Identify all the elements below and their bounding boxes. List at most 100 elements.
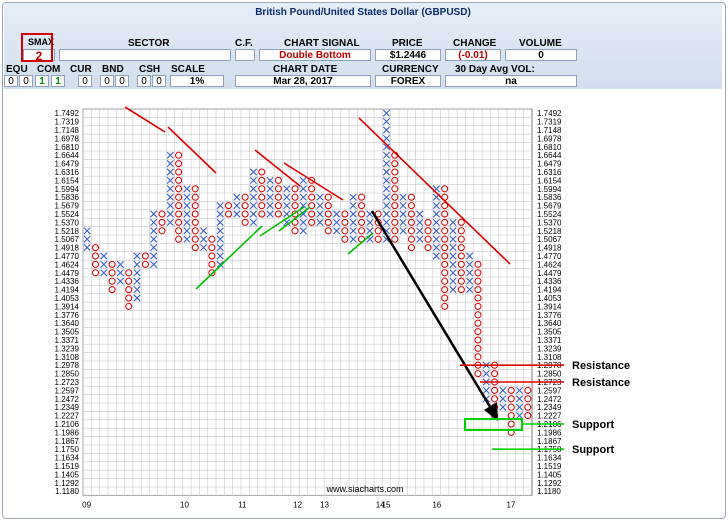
x-mark [349, 193, 357, 201]
change-value: (-0.01) [445, 49, 501, 61]
x-mark [399, 227, 407, 235]
o-mark [191, 244, 199, 252]
x-mark [266, 210, 274, 218]
x-mark [299, 227, 307, 235]
downtrend-arrow-head [484, 402, 498, 421]
y-tick-label-left: 1.1634 [55, 454, 80, 463]
o-mark [175, 176, 183, 184]
x-mark [249, 210, 258, 218]
x-mark [299, 185, 307, 193]
com-label: COM [37, 64, 61, 75]
x-mark [216, 227, 224, 235]
x-mark [382, 160, 391, 168]
o-mark [391, 168, 399, 176]
x-mark [515, 412, 524, 420]
y-tick-label-right: 1.4194 [537, 286, 562, 295]
x-mark [233, 210, 241, 218]
x-mark [183, 210, 191, 218]
o-mark [424, 244, 432, 252]
o-mark [158, 227, 166, 235]
x-mark [283, 193, 291, 201]
x-mark [333, 227, 341, 235]
o-mark [208, 244, 216, 252]
o-mark [391, 185, 399, 193]
o-mark [457, 277, 465, 285]
o-mark [141, 252, 149, 260]
y-tick-label-right: 1.2597 [537, 386, 562, 395]
o-mark [308, 176, 316, 184]
x-mark [133, 294, 141, 302]
o-mark [407, 202, 415, 210]
x-mark [316, 193, 324, 201]
o-mark [291, 202, 299, 210]
o-mark [324, 218, 332, 226]
y-tick-label-right: 1.5218 [537, 227, 562, 236]
x-mark [133, 252, 141, 260]
o-mark [175, 151, 183, 159]
y-tick-label-right: 1.2472 [537, 395, 562, 404]
o-mark [457, 244, 465, 252]
x-mark [283, 185, 291, 193]
y-tick-label-left: 1.4479 [55, 269, 80, 278]
y-tick-label-left: 1.3505 [55, 328, 80, 337]
o-mark [474, 328, 482, 336]
o-mark [507, 395, 515, 403]
bullish-support-line [347, 232, 374, 255]
y-tick-label-left: 1.4194 [55, 286, 80, 295]
o-mark [125, 286, 133, 294]
sector-value [59, 49, 231, 61]
y-tick-label-left: 1.2850 [55, 370, 80, 379]
volume-value: 0 [505, 49, 577, 61]
o-mark [474, 311, 482, 319]
o-mark [175, 160, 183, 168]
x-mark [316, 210, 324, 218]
bullish-support-line [259, 206, 305, 237]
o-mark [191, 185, 199, 193]
o-mark [391, 227, 399, 235]
x-mark [382, 134, 391, 142]
o-mark [474, 319, 482, 327]
o-mark [308, 193, 316, 201]
x-mark [233, 202, 241, 210]
x-mark [266, 176, 274, 184]
o-mark [241, 193, 249, 201]
o-mark [407, 244, 415, 252]
x-mark [116, 269, 124, 277]
pnf-columns [83, 109, 532, 436]
y-tick-label-left: 1.5370 [55, 218, 80, 227]
o-mark [441, 269, 449, 277]
o-mark [324, 193, 332, 201]
x-mark [333, 218, 341, 226]
x-mark [166, 210, 174, 218]
x-mark [133, 269, 141, 277]
cf-label: C.F. [235, 38, 253, 49]
bearish-resistance-line [358, 117, 511, 265]
o-mark [391, 176, 399, 184]
o-mark [441, 210, 449, 218]
x-mark [466, 260, 474, 268]
y-tick-label-left: 1.5067 [55, 235, 80, 244]
x-mark [382, 185, 391, 193]
bullish-support-line [278, 206, 311, 232]
o-mark [358, 210, 366, 218]
o-mark [524, 403, 532, 411]
x-mark [399, 218, 407, 226]
o-mark [457, 252, 465, 260]
currency-value: FOREX [375, 75, 441, 87]
o-mark [407, 235, 415, 243]
x-mark [416, 235, 424, 243]
y-tick-label-right: 1.1292 [537, 479, 562, 488]
x-mark [150, 252, 158, 260]
x-mark [216, 252, 224, 260]
x-mark [266, 202, 274, 210]
cur-value: 0 [78, 75, 92, 87]
resistance-label: Resistance [572, 377, 630, 389]
x-mark [199, 235, 208, 243]
o-mark [474, 336, 482, 344]
o-mark [191, 235, 199, 243]
o-mark [291, 185, 299, 193]
y-tick-label-left: 1.2978 [55, 361, 80, 370]
o-mark [441, 244, 449, 252]
x-mark [150, 244, 158, 252]
currency-label: CURRENCY [382, 64, 439, 75]
